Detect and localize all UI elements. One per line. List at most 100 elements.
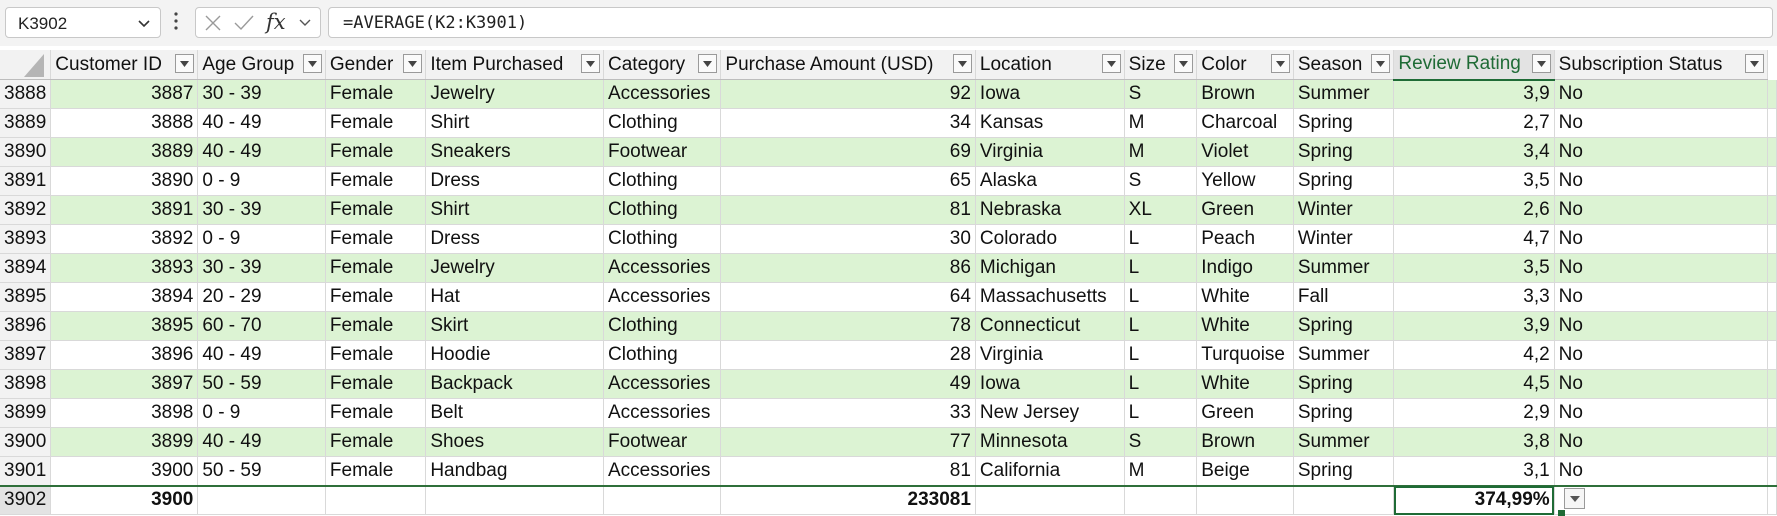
- column-header[interactable]: Age Group: [197, 50, 326, 80]
- cell[interactable]: Winter: [1293, 224, 1395, 254]
- cell[interactable]: 34: [720, 108, 976, 138]
- cell[interactable]: Colorado: [975, 224, 1125, 254]
- cell[interactable]: Female: [325, 253, 427, 283]
- cell[interactable]: 40 - 49: [197, 340, 326, 370]
- cell[interactable]: 40 - 49: [197, 108, 326, 138]
- cell[interactable]: 77: [720, 427, 976, 457]
- cell[interactable]: Female: [325, 340, 427, 370]
- cell[interactable]: L: [1124, 253, 1198, 283]
- cell[interactable]: Accessories: [603, 282, 722, 312]
- cell[interactable]: [1767, 166, 1777, 196]
- cell[interactable]: Alaska: [975, 166, 1125, 196]
- cell[interactable]: No: [1554, 195, 1769, 225]
- row-header[interactable]: 3899: [0, 398, 52, 428]
- column-header[interactable]: Category: [603, 50, 722, 80]
- cell[interactable]: [1767, 369, 1777, 399]
- total-cell[interactable]: 233081: [720, 484, 976, 515]
- fx-icon[interactable]: fx: [266, 10, 286, 34]
- cell[interactable]: Hat: [425, 282, 604, 312]
- cell[interactable]: 3,9: [1393, 79, 1555, 109]
- cell[interactable]: Brown: [1196, 427, 1294, 457]
- cell[interactable]: Clothing: [603, 166, 722, 196]
- cell[interactable]: Winter: [1293, 195, 1395, 225]
- cell[interactable]: Clothing: [603, 311, 722, 341]
- cell[interactable]: Belt: [425, 398, 604, 428]
- cell[interactable]: Nebraska: [975, 195, 1125, 225]
- cell[interactable]: Accessories: [603, 456, 722, 486]
- cell[interactable]: L: [1124, 398, 1198, 428]
- cell[interactable]: 78: [720, 311, 976, 341]
- cell[interactable]: Massachusetts: [975, 282, 1125, 312]
- column-header[interactable]: Purchase Amount (USD): [720, 50, 976, 80]
- filter-dropdown-icon[interactable]: [302, 54, 322, 73]
- total-cell[interactable]: [1554, 484, 1769, 515]
- total-cell[interactable]: [1124, 484, 1198, 515]
- cell[interactable]: Spring: [1293, 369, 1395, 399]
- cell[interactable]: Spring: [1293, 311, 1395, 341]
- cell[interactable]: L: [1124, 369, 1198, 399]
- cell[interactable]: Sneakers: [425, 137, 604, 167]
- cell[interactable]: Fall: [1293, 282, 1395, 312]
- cell[interactable]: 50 - 59: [197, 456, 326, 486]
- cell[interactable]: 64: [720, 282, 976, 312]
- chevron-down-icon[interactable]: [298, 15, 312, 34]
- cell[interactable]: Clothing: [603, 224, 722, 254]
- row-header[interactable]: 3901: [0, 456, 52, 486]
- cell[interactable]: [1767, 456, 1777, 486]
- cell[interactable]: Turquoise: [1196, 340, 1294, 370]
- cell[interactable]: Shirt: [425, 195, 604, 225]
- cell[interactable]: Kansas: [975, 108, 1125, 138]
- cell[interactable]: Spring: [1293, 456, 1395, 486]
- cell[interactable]: No: [1554, 79, 1769, 109]
- cell[interactable]: 3893: [50, 253, 199, 283]
- cell[interactable]: White: [1196, 311, 1294, 341]
- more-options-icon[interactable]: [173, 10, 179, 37]
- cell[interactable]: 4,5: [1393, 369, 1555, 399]
- filter-dropdown-icon[interactable]: [175, 54, 195, 73]
- cell[interactable]: 2,9: [1393, 398, 1555, 428]
- cell[interactable]: 3,5: [1393, 166, 1555, 196]
- cell[interactable]: [1767, 253, 1777, 283]
- filter-dropdown-icon[interactable]: [403, 54, 423, 73]
- fill-handle[interactable]: [1558, 510, 1565, 516]
- filter-dropdown-icon[interactable]: [1531, 54, 1551, 73]
- cell[interactable]: Female: [325, 137, 427, 167]
- cell[interactable]: No: [1554, 311, 1769, 341]
- cell[interactable]: No: [1554, 253, 1769, 283]
- cell[interactable]: 3,5: [1393, 253, 1555, 283]
- row-header[interactable]: 3897: [0, 340, 52, 370]
- cell[interactable]: 3899: [50, 427, 199, 457]
- cell[interactable]: L: [1124, 311, 1198, 341]
- cell[interactable]: 30: [720, 224, 976, 254]
- filter-dropdown-icon[interactable]: [1270, 54, 1290, 73]
- row-header[interactable]: 3898: [0, 369, 52, 399]
- cell[interactable]: Indigo: [1196, 253, 1294, 283]
- total-cell[interactable]: [425, 484, 604, 515]
- cell[interactable]: 20 - 29: [197, 282, 326, 312]
- row-header[interactable]: 3889: [0, 108, 52, 138]
- cell[interactable]: Shirt: [425, 108, 604, 138]
- total-cell[interactable]: 3900: [50, 484, 199, 515]
- cell[interactable]: Virginia: [975, 137, 1125, 167]
- cell[interactable]: [1767, 427, 1777, 457]
- cell[interactable]: Summer: [1293, 253, 1395, 283]
- total-cell[interactable]: [197, 484, 326, 515]
- cell[interactable]: Summer: [1293, 79, 1395, 109]
- cell[interactable]: 40 - 49: [197, 427, 326, 457]
- cell[interactable]: Handbag: [425, 456, 604, 486]
- cell[interactable]: 2,7: [1393, 108, 1555, 138]
- cell[interactable]: L: [1124, 224, 1198, 254]
- cell[interactable]: No: [1554, 224, 1769, 254]
- filter-dropdown-icon[interactable]: [1745, 54, 1764, 73]
- cell[interactable]: [1767, 79, 1777, 109]
- cell[interactable]: 3,8: [1393, 427, 1555, 457]
- cell[interactable]: 81: [720, 456, 976, 486]
- cell[interactable]: Accessories: [603, 369, 722, 399]
- cell[interactable]: [1767, 108, 1777, 138]
- cell[interactable]: 40 - 49: [197, 137, 326, 167]
- cell[interactable]: Female: [325, 79, 427, 109]
- cell[interactable]: 4,7: [1393, 224, 1555, 254]
- cell[interactable]: M: [1124, 137, 1198, 167]
- row-header[interactable]: 3893: [0, 224, 52, 254]
- check-icon[interactable]: [234, 14, 254, 37]
